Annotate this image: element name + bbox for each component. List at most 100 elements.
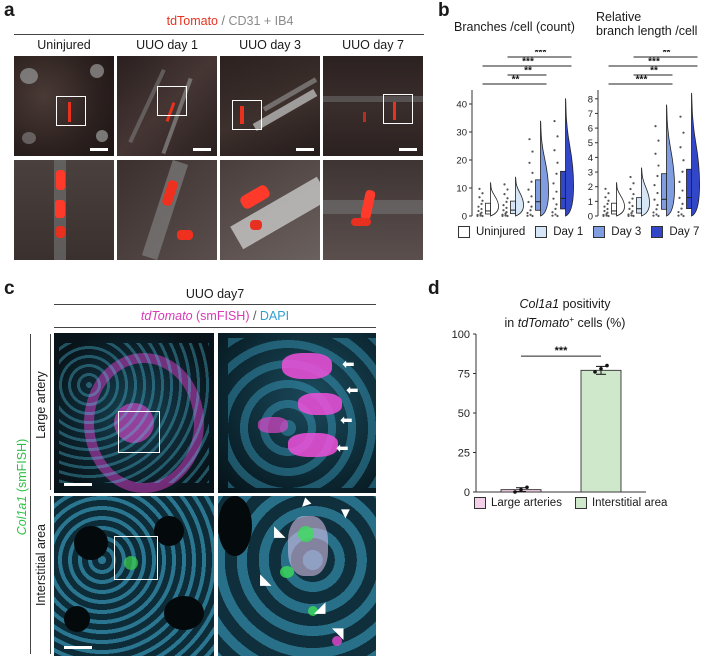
data-point: [551, 211, 554, 214]
data-point: [553, 149, 556, 152]
y-tick-label: 75: [458, 369, 470, 381]
scale-bar: [193, 148, 211, 151]
legend-swatch-large-arteries: [474, 497, 486, 509]
data-point: [599, 366, 603, 371]
significance-label: **: [663, 50, 671, 59]
significance-label: ***: [535, 50, 547, 59]
scale-bar: [90, 148, 108, 151]
chart2-title: Relative branch length /cell: [596, 10, 697, 38]
data-point: [477, 209, 480, 213]
col1a1-title-gene: Col1a1: [519, 297, 560, 311]
data-point: [480, 207, 483, 211]
title-cells-percent: cells (%): [574, 316, 626, 331]
zoom-box: [232, 100, 262, 130]
column-header-day1: UUO day 1: [136, 38, 198, 52]
data-point: [629, 187, 632, 191]
col1a1-side-label: Col1a1 (smFISH): [15, 427, 29, 547]
data-point: [505, 206, 508, 209]
significance-label: ***: [648, 57, 660, 68]
data-point: [505, 200, 508, 204]
data-point: [526, 214, 529, 217]
violin-day-1: [641, 167, 650, 217]
legend-label-interstitial: Interstitial area: [591, 497, 668, 509]
fish-large-artery-zoom: ⬅ ⬅ ⬅ ⬅: [218, 333, 376, 493]
chart2-title-line2: branch length /cell: [596, 24, 698, 38]
arrowhead-indicator: ◥: [332, 625, 344, 642]
data-point: [525, 485, 529, 490]
data-point: [680, 207, 683, 210]
zoom-box: [383, 94, 413, 124]
micrograph-day3-overview: [220, 56, 320, 156]
data-point: [630, 214, 633, 217]
data-point: [606, 211, 609, 214]
data-point: [677, 214, 680, 217]
data-point: [527, 200, 530, 204]
data-point: [656, 174, 659, 178]
panel-c-side-rule-outer: [30, 334, 31, 654]
bar-chart-col1a1: 0 25 50 75 100 ***: [452, 329, 646, 499]
y-tick-label: 8: [588, 94, 593, 105]
violin-day-3: [666, 104, 675, 217]
data-point: [657, 139, 660, 142]
data-point: [681, 202, 684, 205]
data-point: [478, 196, 481, 199]
scale-bar: [64, 483, 92, 486]
dapi-label: DAPI: [259, 309, 290, 323]
arrow-indicator: ⬅: [340, 412, 353, 429]
data-point: [681, 189, 684, 192]
data-point: [631, 210, 634, 213]
data-point: [502, 204, 505, 207]
data-point: [506, 188, 509, 191]
panel-c-rule-1: [54, 304, 376, 305]
data-point: [481, 214, 484, 218]
data-point: [604, 187, 607, 190]
box-day-3: [535, 179, 541, 211]
panel-d-legend: Large arteries Interstitial area: [474, 497, 667, 509]
data-point: [481, 199, 484, 202]
legend-label-day7: Day 7: [669, 226, 700, 238]
data-point: [632, 214, 635, 218]
y-tick-label: 10: [456, 184, 467, 195]
legend-swatch-day3: [593, 226, 606, 238]
data-point: [681, 170, 684, 173]
panel-b-label: b: [438, 0, 450, 21]
data-point: [607, 199, 610, 202]
data-point: [506, 214, 509, 218]
data-point: [603, 209, 606, 213]
micrograph-uninjured-overview: [14, 56, 114, 156]
box-uninjured: [485, 202, 491, 215]
data-point: [503, 183, 506, 186]
data-point: [480, 202, 483, 206]
y-tick-label: 40: [456, 100, 467, 111]
y-tick-label: 7: [588, 109, 593, 120]
column-header-day3: UUO day 3: [239, 38, 301, 52]
arrowhead-indicator: ▼: [338, 505, 353, 522]
violin-day-3: [540, 120, 549, 217]
data-point: [632, 182, 635, 185]
data-point: [527, 188, 530, 191]
data-point: [605, 214, 608, 217]
data-point: [657, 214, 660, 218]
violin-day-1: [515, 176, 524, 217]
data-point: [554, 207, 557, 211]
tdtomato-smfish-label: tdTomato: [140, 309, 193, 323]
y-tick-label: 30: [456, 128, 467, 139]
micrograph-day7-overview: [323, 56, 423, 156]
box-day-1: [510, 200, 516, 215]
data-point: [519, 487, 523, 492]
data-point: [478, 187, 481, 190]
tdtomato-label: tdTomato: [166, 14, 219, 28]
col1a1-smfish-suffix: (smFISH): [15, 438, 29, 496]
fish-interstitial-overview: [54, 496, 214, 656]
data-point: [653, 184, 656, 187]
zoom-box: [118, 411, 160, 453]
data-point: [603, 205, 606, 208]
box-day-7: [560, 170, 566, 210]
data-point: [531, 214, 534, 218]
fish-interstitial-zoom: ◣ ▼ ▼ ◣ ◢ ◥: [218, 496, 376, 656]
legend-label-day1: Day 1: [553, 226, 584, 238]
column-header-day7: UUO day 7: [342, 38, 404, 52]
zoom-box: [114, 536, 158, 580]
col1a1-label: Col1a1: [15, 495, 29, 536]
box-day-1: [636, 197, 642, 214]
